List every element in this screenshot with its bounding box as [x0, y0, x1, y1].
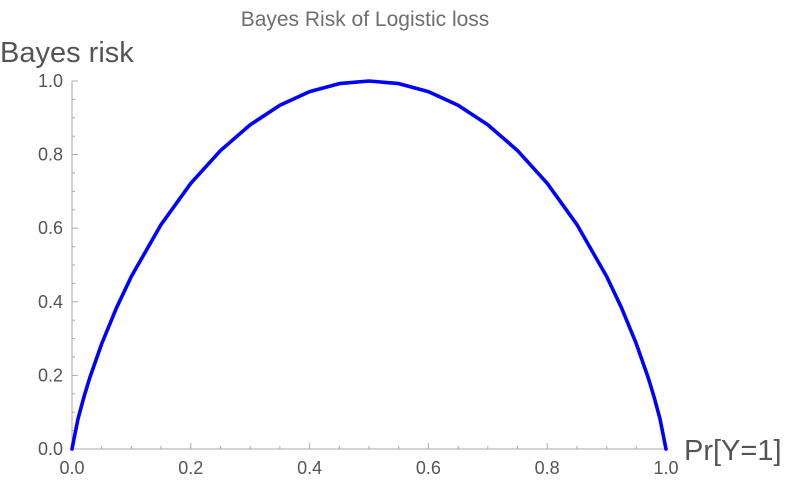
y-tick-label: 0.0 — [38, 439, 63, 459]
series-group — [70, 79, 668, 451]
y-tick-label: 0.8 — [38, 145, 63, 165]
y-tick-label: 0.4 — [38, 292, 63, 312]
x-tick-label: 1.0 — [653, 458, 678, 478]
x-tick-label: 0.6 — [416, 458, 441, 478]
y-tick-label: 0.2 — [38, 365, 63, 385]
y-tick-label: 1.0 — [38, 71, 63, 91]
x-axis-title: Pr[Y=1] — [684, 435, 782, 467]
y-tick-label: 0.6 — [38, 218, 63, 238]
x-tick-label: 0.4 — [297, 458, 322, 478]
x-tick-label: 0.0 — [59, 458, 84, 478]
chart-title: Bayes Risk of Logistic loss — [241, 8, 490, 31]
axis-ticks: 0.0 0.2 0.4 0.6 0.8 1.0 0.0 0.2 0.4 0.6 0.8 1.0 — [38, 71, 679, 478]
x-tick-label: 0.8 — [535, 458, 560, 478]
x-tick-label: 0.2 — [178, 458, 203, 478]
series-line — [70, 79, 668, 451]
y-axis-title: Bayes risk — [0, 37, 134, 69]
